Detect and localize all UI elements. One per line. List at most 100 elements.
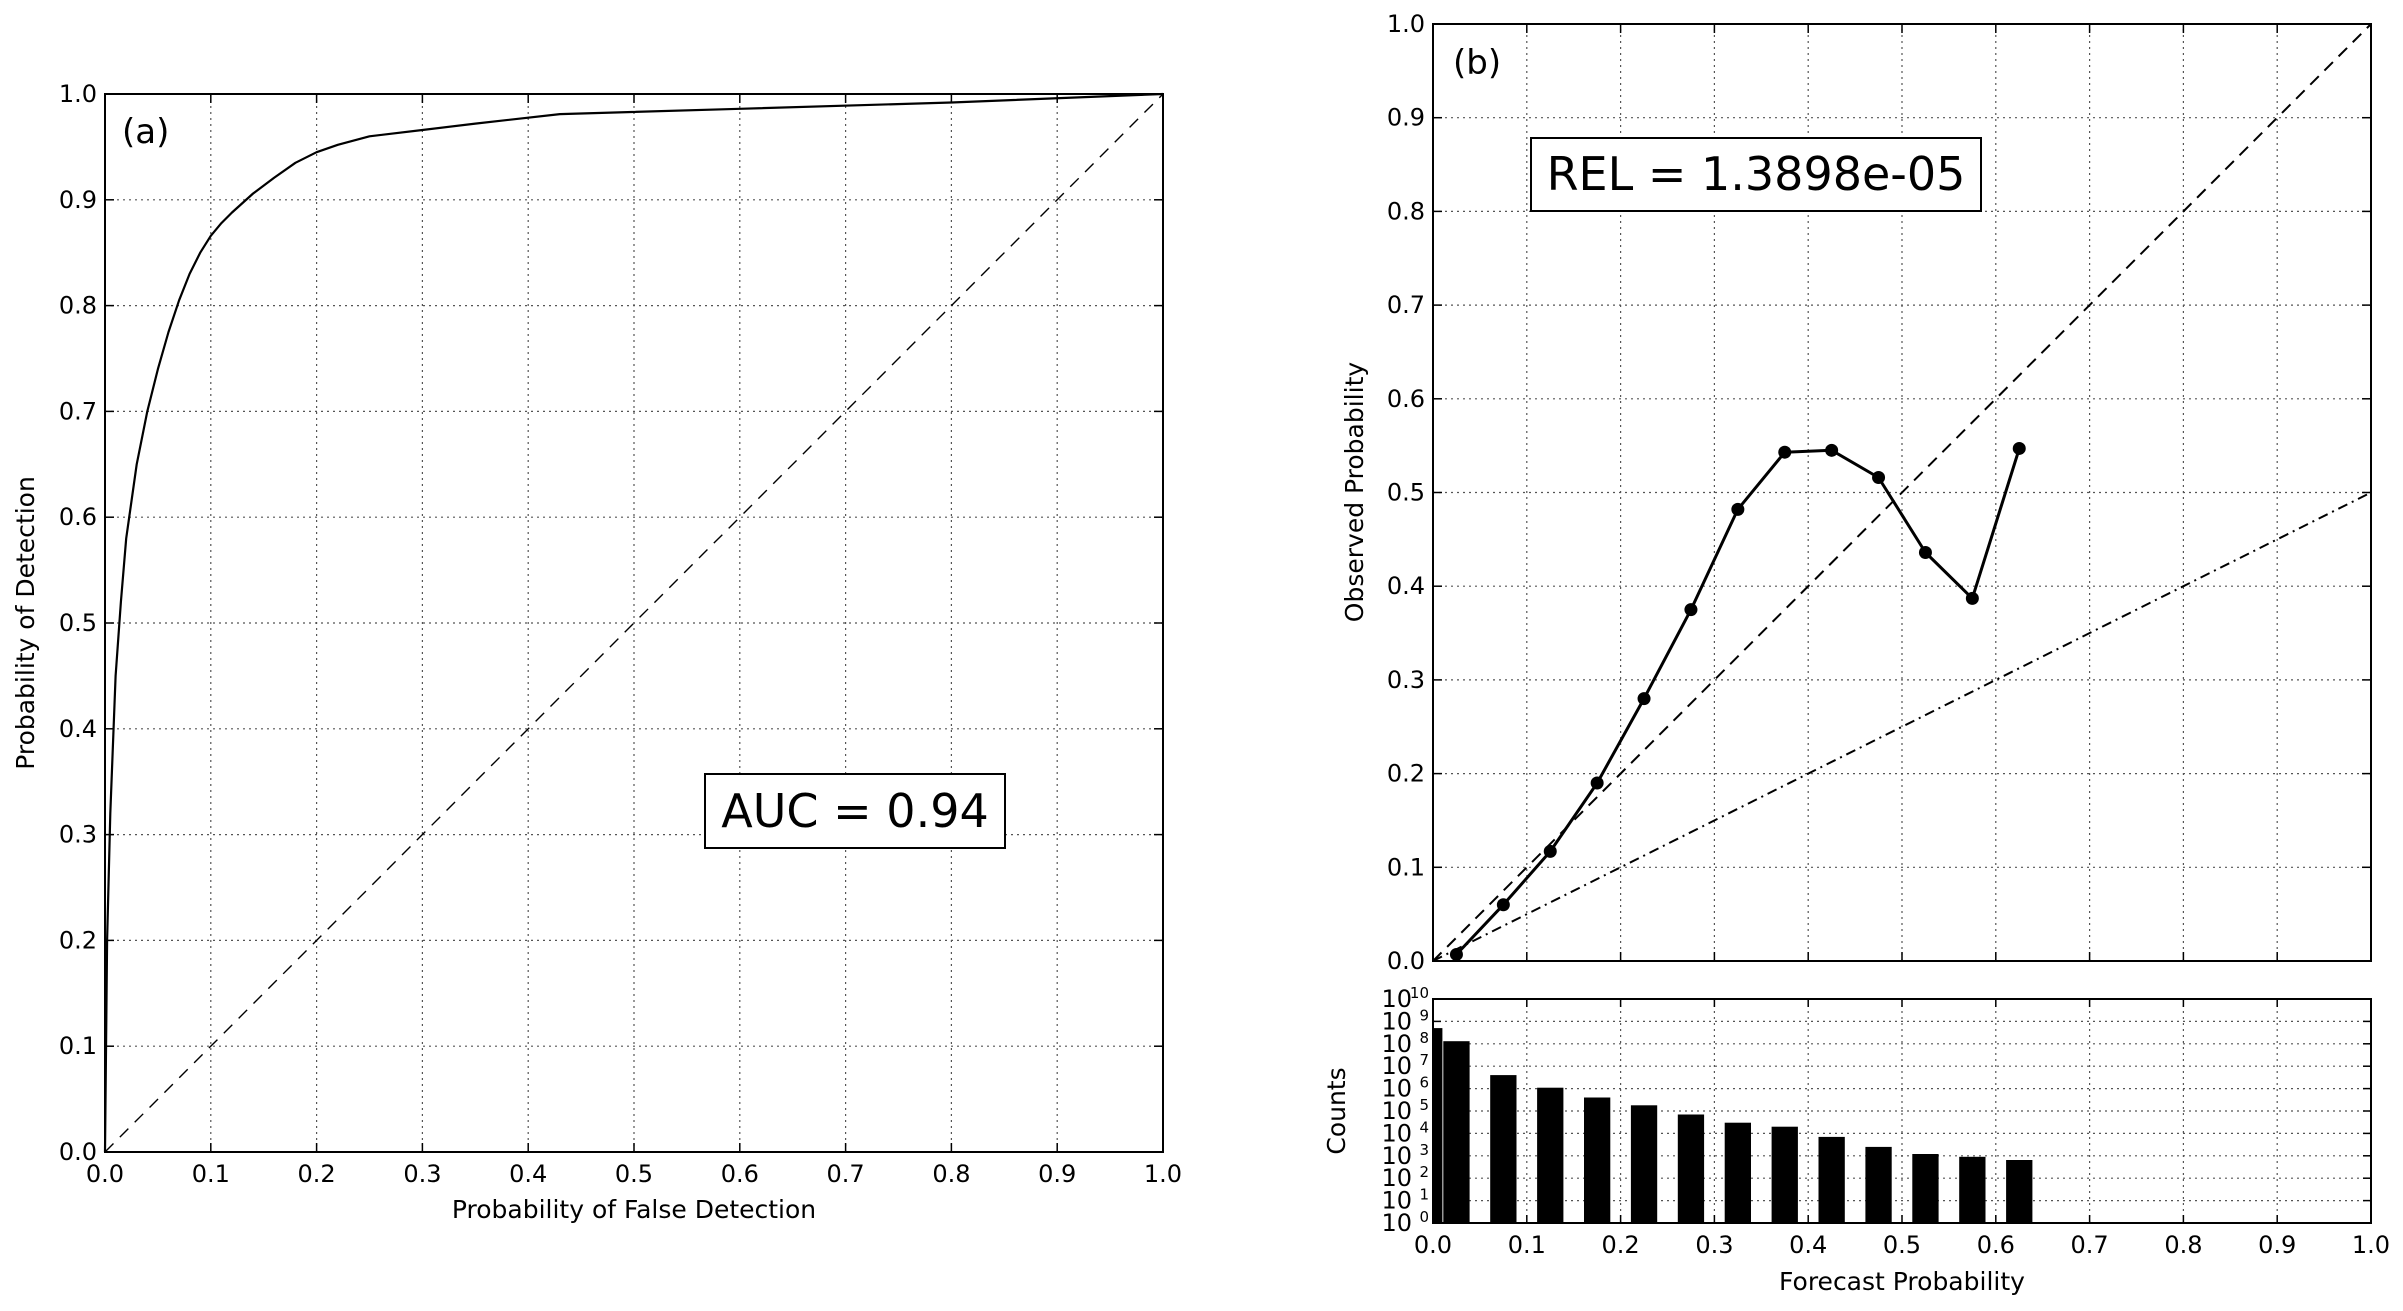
reliability-point: [1731, 502, 1745, 516]
counts-grid: [1433, 999, 2371, 1223]
counts-y-tick-label: 10: [1381, 1142, 1412, 1170]
roc-curve: [103, 92, 1164, 1153]
roc-y-ticks: 0.0 0.1 0.2 0.3 0.4 0.5 0.6 0.7 0.8 0.9 1.0: [59, 80, 1163, 1166]
reliability-point: [1872, 471, 1886, 485]
counts-y-tick-label: 10: [1381, 1030, 1412, 1058]
counts-bars: [1433, 1028, 2033, 1223]
roc-y-tick-label: 0.2: [59, 926, 97, 954]
roc-y-tick-label: 0.7: [59, 397, 97, 425]
counts-x-tick-label: 0.6: [1977, 1231, 2015, 1259]
counts-bar: [1724, 1122, 1751, 1223]
counts-y-tick-label: 10: [1381, 1097, 1412, 1125]
counts-x-tick-label: 0.4: [1789, 1231, 1827, 1259]
counts-bar: [1443, 1041, 1470, 1223]
reliability-point: [1590, 776, 1604, 790]
rel-annotation: REL = 1.3898e-05: [1547, 147, 1966, 201]
counts-x-ticks: 0.0 0.1 0.2 0.3 0.4 0.5 0.6 0.7 0.8 0.9 1.0: [1414, 999, 2390, 1259]
counts-bar: [1677, 1114, 1705, 1223]
counts-y-tick-exponent: 4: [1419, 1118, 1429, 1136]
counts-y-axis-label: Counts: [1322, 1067, 1351, 1154]
roc-series: [103, 92, 1164, 1153]
auc-annotation: AUC = 0.94: [721, 784, 988, 838]
counts-x-tick-label: 0.0: [1414, 1231, 1452, 1259]
counts-x-tick-label: 0.8: [2164, 1231, 2202, 1259]
reliability-series: [1432, 23, 2372, 962]
roc-y-tick-label: 0.5: [59, 609, 97, 637]
reliability-y-axis-label: Observed Probability: [1340, 362, 1369, 623]
reliability-point: [1496, 898, 1510, 912]
counts-bar: [2006, 1160, 2033, 1223]
roc-x-axis-label: Probability of False Detection: [452, 1195, 816, 1224]
roc-panel: 0.0 0.1 0.2 0.3 0.4 0.5 0.6 0.7 0.8 0.9 1.0 0.0 0.1…: [11, 80, 1182, 1224]
counts-bar: [1584, 1097, 1611, 1223]
counts-y-tick-label: 10: [1381, 1164, 1412, 1192]
roc-y-tick-label: 1.0: [59, 80, 97, 108]
reliability-y-tick-label: 0.3: [1387, 666, 1425, 694]
counts-bar: [1537, 1087, 1564, 1223]
reliability-y-tick-label: 0.0: [1387, 947, 1425, 975]
counts-bar: [1630, 1105, 1658, 1223]
roc-x-tick-label: 0.4: [509, 1160, 547, 1188]
roc-x-tick-label: 0.9: [1038, 1160, 1076, 1188]
reliability-y-tick-label: 1.0: [1387, 10, 1425, 38]
reliability-point: [1825, 443, 1839, 457]
reliability-point: [1918, 545, 1932, 559]
reliability-y-tick-label: 0.1: [1387, 853, 1425, 881]
reliability-point: [1449, 947, 1463, 961]
roc-x-tick-label: 0.5: [615, 1160, 653, 1188]
counts-bar: [1959, 1156, 1986, 1223]
reliability-point: [2012, 441, 2026, 455]
reliability-grid: [1433, 24, 2371, 961]
auc-annotation-box: [704, 773, 1006, 849]
reliability-y-tick-label: 0.4: [1387, 572, 1425, 600]
roc-x-tick-label: 1.0: [1144, 1160, 1182, 1188]
counts-y-tick-exponent: 2: [1419, 1163, 1429, 1181]
roc-x-tick-label: 0.0: [86, 1160, 124, 1188]
reliability-point: [1637, 692, 1651, 706]
reliability-y-ticks: 0.0 0.1 0.2 0.3 0.4 0.5 0.6 0.7 0.8 0.9 1.0: [1387, 10, 2371, 975]
roc-x-tick-label: 0.2: [298, 1160, 336, 1188]
counts-y-tick-exponent: 5: [1419, 1096, 1429, 1114]
counts-y-tick-exponent: 8: [1419, 1029, 1429, 1047]
reliability-point: [1543, 844, 1557, 858]
reliability-y-tick-label: 0.5: [1387, 479, 1425, 507]
roc-y-axis-label: Probability of Detection: [11, 476, 40, 770]
reliability-y-tick-label: 0.9: [1387, 104, 1425, 132]
reliability-y-tick-label: 0.2: [1387, 760, 1425, 788]
rel-annotation-box: [1530, 137, 1982, 212]
perfect-reliability-line: [1432, 23, 2372, 962]
reliability-point: [1684, 603, 1698, 617]
counts-y-tick-label: 10: [1381, 1007, 1412, 1035]
counts-x-axis-label: Forecast Probability: [1779, 1267, 2025, 1296]
roc-x-tick-label: 0.1: [192, 1160, 230, 1188]
roc-y-tick-label: 0.6: [59, 503, 97, 531]
counts-bar: [1818, 1136, 1845, 1223]
counts-x-tick-label: 0.3: [1695, 1231, 1733, 1259]
counts-x-tick-label: 0.2: [1602, 1231, 1640, 1259]
counts-y-tick-exponent: 0: [1419, 1208, 1429, 1226]
counts-y-tick-exponent: 1: [1419, 1186, 1429, 1204]
counts-bar: [1433, 1028, 1443, 1223]
counts-bar: [1490, 1075, 1517, 1223]
counts-bar: [1865, 1146, 1892, 1223]
reliability-y-tick-label: 0.8: [1387, 197, 1425, 225]
reliability-panel: 0.0 0.1 0.2 0.3 0.4 0.5 0.6 0.7 0.8 0.9 1.0 (b) Ob…: [1340, 10, 2372, 975]
counts-y-tick-label: 10: [1381, 1052, 1412, 1080]
roc-y-tick-label: 0.9: [59, 186, 97, 214]
roc-y-tick-label: 0.8: [59, 292, 97, 320]
no-skill-line: [1432, 491, 2372, 962]
reliability-point: [1778, 445, 1792, 459]
counts-x-tick-label: 0.9: [2258, 1231, 2296, 1259]
counts-y-tick-label: 10: [1381, 1119, 1412, 1147]
roc-x-ticks: 0.0 0.1 0.2 0.3 0.4 0.5 0.6 0.7 0.8 0.9 1.0: [86, 94, 1182, 1188]
reliability-y-tick-label: 0.6: [1387, 385, 1425, 413]
roc-y-tick-label: 0.0: [59, 1138, 97, 1166]
reliability-point: [1965, 591, 1979, 605]
roc-diagonal-line: [104, 93, 1164, 1153]
reliability-y-tick-label: 0.7: [1387, 291, 1425, 319]
roc-x-tick-label: 0.6: [721, 1160, 759, 1188]
counts-bar: [1771, 1126, 1798, 1223]
roc-y-tick-label: 0.4: [59, 715, 97, 743]
